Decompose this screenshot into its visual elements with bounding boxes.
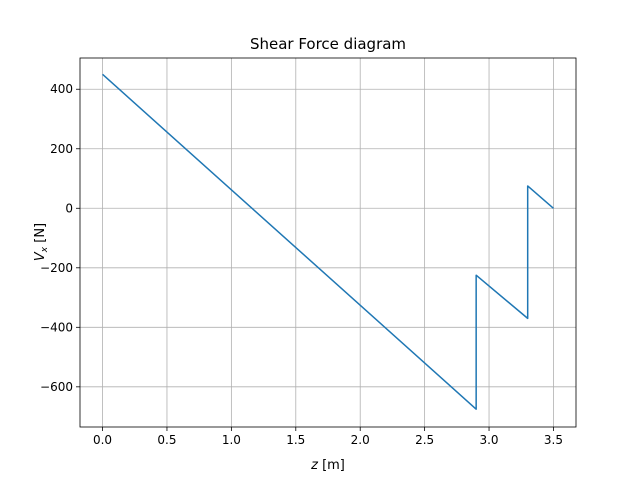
y-axis-label-sub: x <box>40 246 50 253</box>
x-tick-label: 1.0 <box>222 433 241 447</box>
x-tick-label: 2.5 <box>415 433 434 447</box>
x-tick-label: 0.0 <box>93 433 112 447</box>
y-tick-label: −600 <box>40 380 73 394</box>
chart-title: Shear Force diagram <box>250 35 406 53</box>
x-tick-label: 0.5 <box>157 433 176 447</box>
x-tick-label: 3.0 <box>479 433 498 447</box>
grid-lines <box>80 58 576 427</box>
x-axis-label-unit: [m] <box>318 458 345 473</box>
y-tick-label: −200 <box>40 261 73 275</box>
shear-force-line <box>102 73 554 410</box>
y-axis-label-unit: [N] <box>33 223 48 247</box>
x-axis-label: z [m] <box>310 458 345 473</box>
x-ticks: 0.0 0.5 1.0 1.5 2.0 2.5 3.0 3.5 <box>93 427 563 447</box>
series-layer <box>102 73 554 410</box>
y-tick-label: 200 <box>50 142 73 156</box>
y-tick-label: 0 <box>65 201 73 215</box>
y-axis-label: Vx [N] <box>33 223 50 261</box>
y-ticks: −600 −400 −200 0 200 400 <box>40 82 80 394</box>
y-axis-label-base: V <box>33 251 48 261</box>
x-tick-label: 1.5 <box>286 433 305 447</box>
plot-frame <box>79 57 577 428</box>
x-tick-label: 3.5 <box>544 433 563 447</box>
x-tick-label: 2.0 <box>351 433 370 447</box>
x-axis-label-var: z <box>310 458 319 473</box>
y-tick-label: 400 <box>50 82 73 96</box>
y-tick-label: −400 <box>40 320 73 334</box>
